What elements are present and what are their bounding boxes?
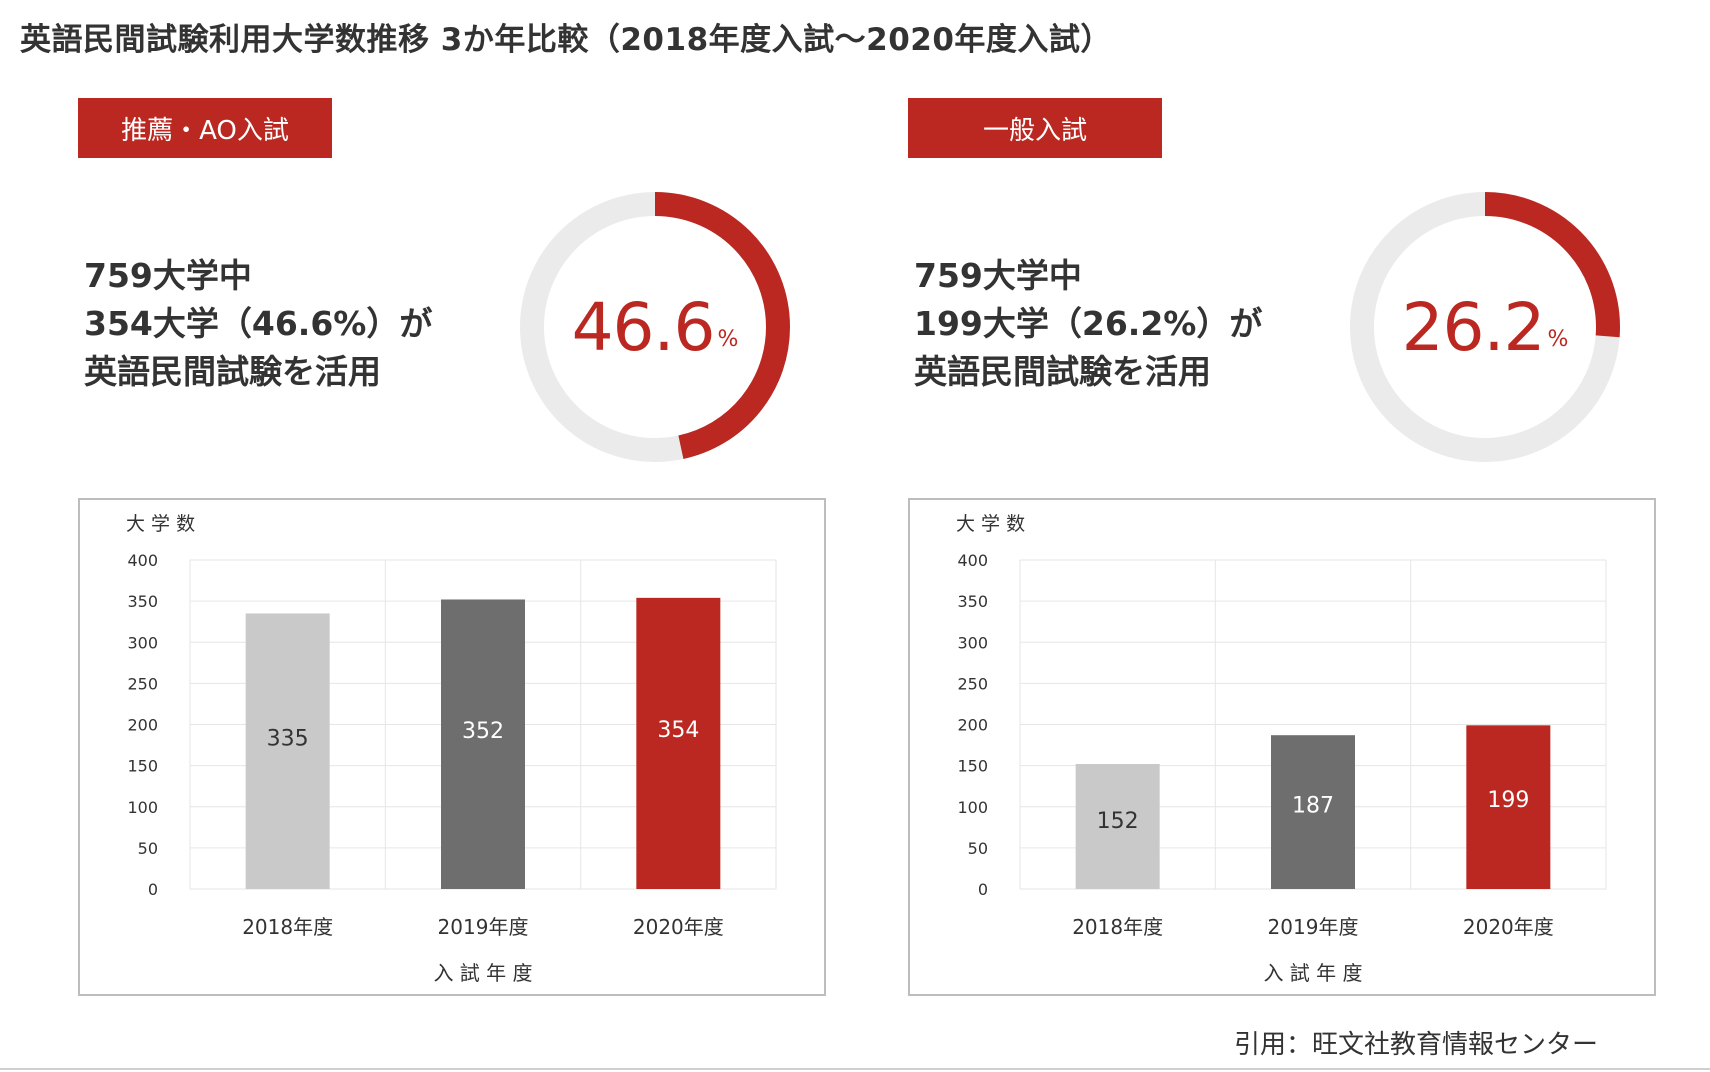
- y-tick-label: 100: [957, 798, 988, 817]
- donut-arc: [520, 192, 790, 462]
- y-tick-label: 150: [957, 757, 988, 776]
- x-tick-label: 2020年度: [633, 915, 724, 939]
- y-tick-label: 50: [138, 839, 158, 858]
- y-tick-label: 250: [127, 674, 158, 693]
- bar-value-label: 335: [267, 726, 309, 751]
- summary-text: 759大学中 199大学（26.2%）が 英語民間試験を活用: [914, 252, 1262, 396]
- x-tick-label: 2019年度: [1268, 915, 1359, 939]
- bottom-divider: [0, 1068, 1710, 1070]
- y-tick-label: 0: [148, 880, 158, 899]
- x-axis-title: 入 試 年 度: [1263, 961, 1362, 985]
- bar-value-label: 199: [1487, 788, 1529, 813]
- bar-2020年度: [1466, 725, 1551, 889]
- bar-2019年度: [1271, 735, 1355, 889]
- y-tick-label: 200: [957, 716, 988, 735]
- category-tag: 推薦・AO入試: [78, 98, 332, 158]
- x-tick-label: 2018年度: [1072, 915, 1163, 939]
- donut-unit: %: [1547, 326, 1569, 352]
- y-tick-label: 0: [978, 880, 988, 899]
- donut-label: 26.2%: [1350, 192, 1620, 462]
- donut-value: 26.2: [1401, 288, 1546, 366]
- y-axis-title: 大 学 数: [126, 513, 195, 535]
- panel-suisen-ao: 推薦・AO入試 759大学中 354大学（46.6%）が 英語民間試験を活用 4…: [78, 0, 838, 1000]
- x-axis-title: 入 試 年 度: [433, 961, 532, 985]
- bar-value-label: 187: [1292, 793, 1334, 818]
- y-tick-label: 400: [957, 551, 988, 570]
- donut-unit: %: [717, 326, 739, 352]
- y-tick-label: 250: [957, 674, 988, 693]
- donut-graphic: [1350, 192, 1620, 462]
- summary-line: 759大学中: [84, 256, 252, 295]
- y-tick-label: 100: [127, 798, 158, 817]
- summary-line: 759大学中: [914, 256, 1082, 295]
- summary-line: 199大学（26.2%）が: [914, 304, 1263, 343]
- source-note: 引用：旺文社教育情報センター: [1233, 1030, 1598, 1060]
- bar-chart-suisen-ao: 0 50 100 150 200 250 300 350 400 335 2018年度 352 2019…: [78, 498, 826, 996]
- bar-value-label: 352: [462, 719, 504, 744]
- bar-chart-svg: 0 50 100 150 200 250 300 350 400 152 2018年度 187 2019…: [956, 513, 1607, 985]
- bar-chart-ippan: 0 50 100 150 200 250 300 350 400 152 2018年度 187 2019…: [908, 498, 1656, 996]
- bar-value-label: 354: [657, 718, 699, 743]
- percentage-donut: 46.6%: [520, 192, 790, 462]
- bar-2018年度: [245, 613, 330, 889]
- y-tick-label: 350: [957, 592, 988, 611]
- bar-2018年度: [1075, 763, 1160, 889]
- summary-line: 英語民間試験を活用: [914, 352, 1211, 391]
- summary-text: 759大学中 354大学（46.6%）が 英語民間試験を活用: [84, 252, 432, 396]
- y-tick-label: 50: [968, 839, 988, 858]
- y-tick-label: 150: [127, 757, 158, 776]
- y-tick-label: 350: [127, 592, 158, 611]
- donut-arc: [1350, 192, 1620, 462]
- y-tick-label: 300: [957, 633, 988, 652]
- y-tick-label: 300: [127, 633, 158, 652]
- donut-graphic: [520, 192, 790, 462]
- page-title: 英語民間試験利用大学数推移 3か年比較（2018年度入試〜2020年度入試）: [20, 22, 1112, 58]
- x-tick-label: 2018年度: [242, 915, 333, 939]
- donut-label: 46.6%: [520, 192, 790, 462]
- percentage-donut: 26.2%: [1350, 192, 1620, 462]
- y-tick-label: 200: [127, 716, 158, 735]
- bar-value-label: 152: [1097, 809, 1139, 834]
- bar-chart-svg: 0 50 100 150 200 250 300 350 400 335 2018年度 352 2019…: [126, 513, 777, 985]
- bar-2019年度: [441, 599, 525, 889]
- x-tick-label: 2020年度: [1463, 915, 1554, 939]
- panel-ippan: 一般入試 759大学中 199大学（26.2%）が 英語民間試験を活用 26.2…: [908, 0, 1668, 1000]
- summary-line: 354大学（46.6%）が: [84, 304, 433, 343]
- y-axis-title: 大 学 数: [956, 513, 1025, 535]
- y-tick-label: 400: [127, 551, 158, 570]
- bar-2020年度: [636, 597, 721, 889]
- summary-line: 英語民間試験を活用: [84, 352, 381, 391]
- category-tag: 一般入試: [908, 98, 1162, 158]
- donut-value: 46.6: [571, 288, 716, 366]
- x-tick-label: 2019年度: [438, 915, 529, 939]
